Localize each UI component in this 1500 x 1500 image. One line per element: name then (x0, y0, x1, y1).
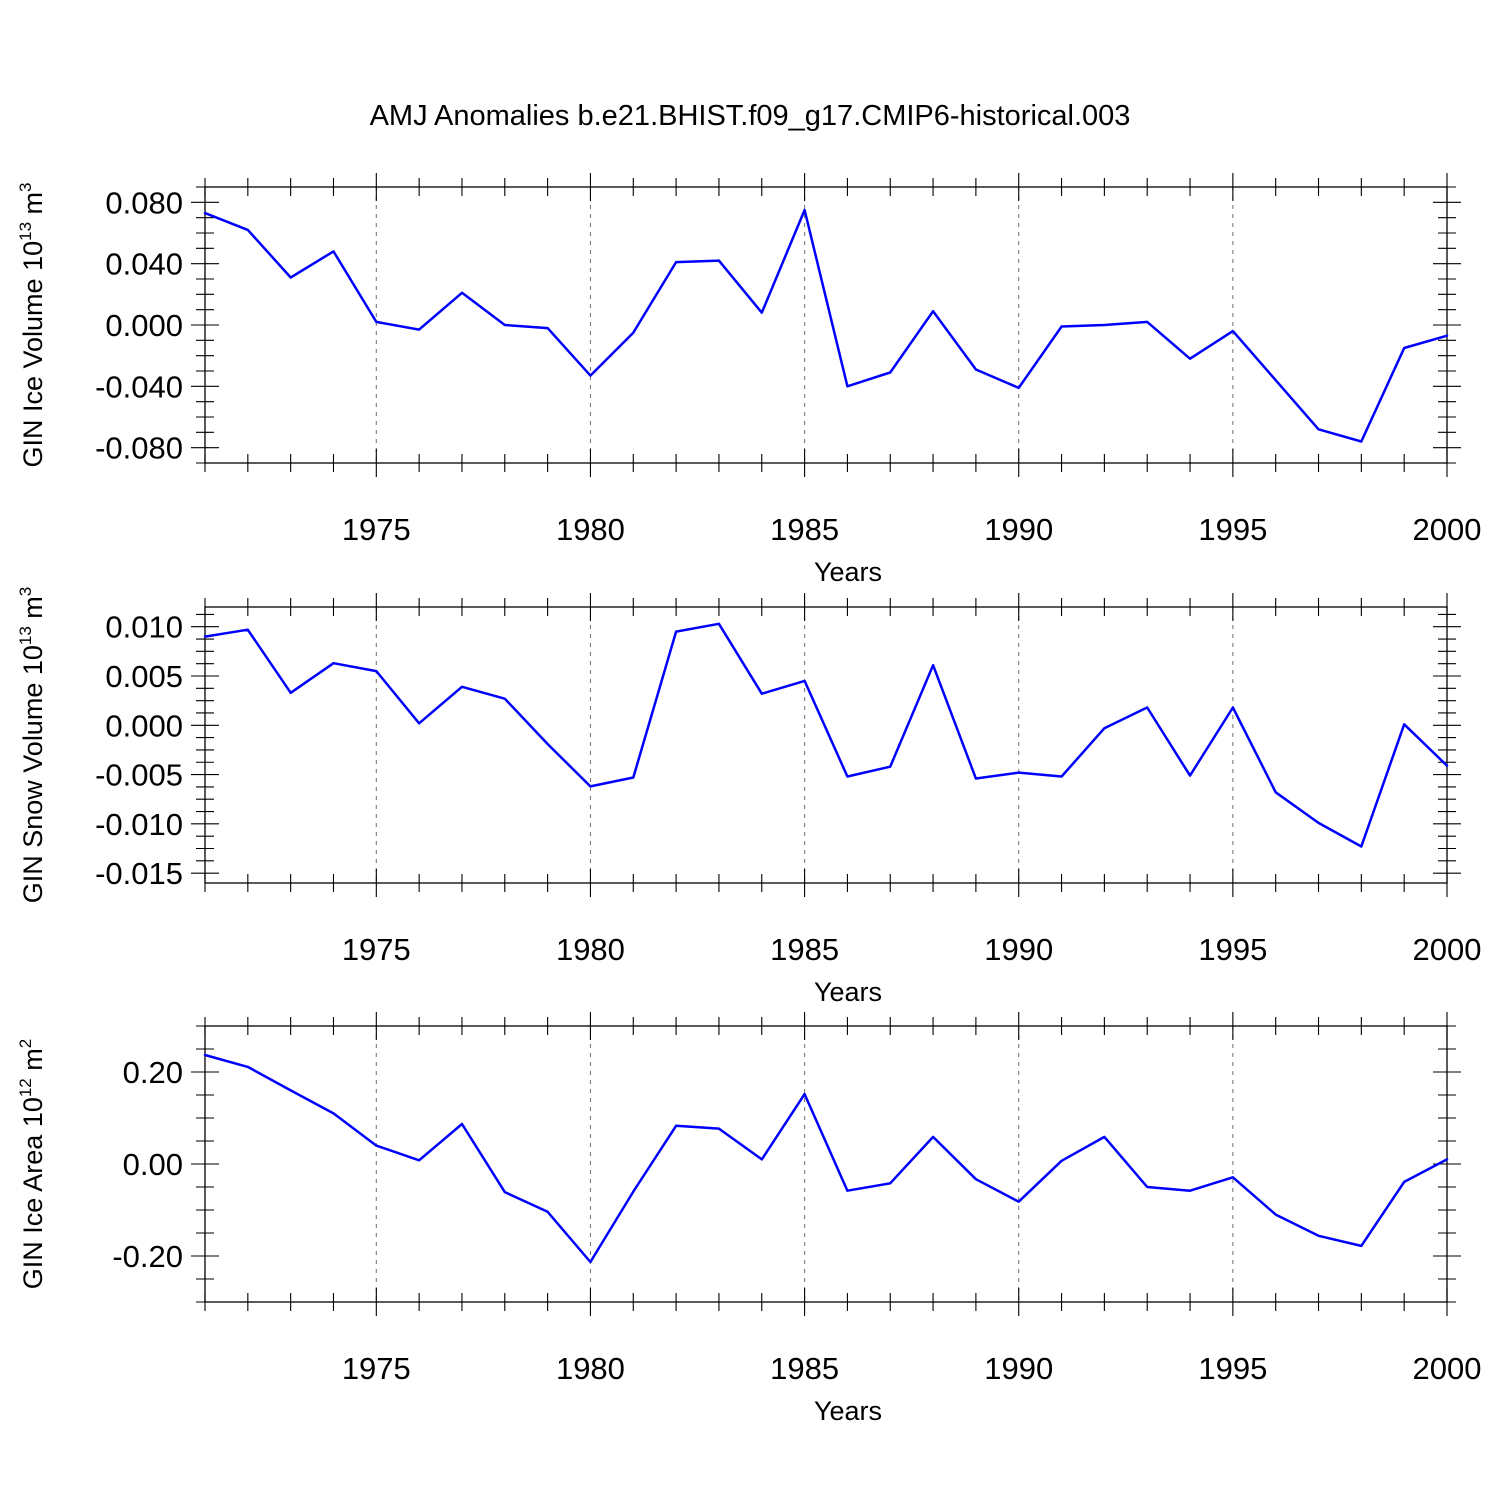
x-tick-label: 1995 (1198, 932, 1267, 967)
x-tick-label: 1995 (1198, 1351, 1267, 1386)
x-tick-label: 1980 (556, 512, 625, 547)
panel-ticks (191, 173, 1461, 477)
y-tick-label: -0.010 (95, 807, 183, 842)
plot-frame (204, 606, 1448, 884)
x-tick-label: 1975 (342, 512, 411, 547)
x-axis-label: Years (814, 977, 882, 1007)
y-tick-label: 0.20 (123, 1055, 183, 1090)
panel-ticks (191, 1012, 1461, 1316)
x-axis-label: Years (814, 1396, 882, 1426)
y-tick-label: -0.015 (95, 856, 183, 891)
x-tick-label: 2000 (1413, 1351, 1482, 1386)
series-line-ice-area (203, 1053, 1449, 1264)
x-tick-label: 1990 (984, 512, 1053, 547)
y-tick-label: 0.005 (105, 659, 183, 694)
y-tick-label: -0.20 (112, 1239, 183, 1274)
chart-title: AMJ Anomalies b.e21.BHIST.f09_g17.CMIP6-… (370, 100, 1131, 132)
panel-ticks (191, 593, 1461, 897)
x-tick-labels: 1975 1980 1985 1990 1995 2000 (342, 1351, 1482, 1386)
y-axis-label: GIN Ice Volume 1013 m3 (16, 182, 48, 467)
y-tick-label: 0.00 (123, 1147, 183, 1182)
y-axis-label: GIN Snow Volume 1013 m3 (16, 587, 48, 904)
plot-frame (204, 1025, 1448, 1303)
x-tick-labels: 1975 1980 1985 1990 1995 2000 (342, 932, 1482, 967)
plot-frame (204, 186, 1448, 464)
x-axis-label: Years (814, 557, 882, 587)
x-tick-label: 1985 (770, 1351, 839, 1386)
y-tick-label: -0.080 (95, 431, 183, 466)
y-tick-labels: 0.20 0.00 -0.20 (112, 1055, 183, 1274)
x-tick-label: 1975 (342, 932, 411, 967)
y-tick-label: 0.000 (105, 708, 183, 743)
x-tick-label: 1985 (770, 512, 839, 547)
y-tick-label: 0.040 (105, 247, 183, 282)
x-tick-label: 1980 (556, 932, 625, 967)
panel-ice-area: 0.20 0.00 -0.20 1975 1980 1985 1990 1995 2000 Y… (16, 1012, 1481, 1426)
x-tick-label: 1980 (556, 1351, 625, 1386)
x-tick-label: 1990 (984, 1351, 1053, 1386)
y-tick-label: 0.000 (105, 308, 183, 343)
y-tick-labels: 0.080 0.040 0.000 -0.040 -0.080 (95, 185, 183, 465)
series-line-ice-volume (203, 208, 1449, 443)
x-tick-label: 1990 (984, 932, 1053, 967)
x-tick-label: 2000 (1413, 932, 1482, 967)
y-axis-label: GIN Ice Area 1012 m2 (16, 1039, 48, 1290)
panel-gridlines (375, 187, 1234, 463)
panel-gridlines (375, 607, 1234, 883)
y-tick-label: 0.010 (105, 610, 183, 645)
y-tick-label: -0.005 (95, 758, 183, 793)
panel-gridlines (375, 1026, 1234, 1302)
y-tick-label: -0.040 (95, 369, 183, 404)
x-tick-label: 1985 (770, 932, 839, 967)
panel-ice-volume: 0.080 0.040 0.000 -0.040 -0.080 1975 1980 1985… (16, 173, 1481, 587)
x-tick-label: 1975 (342, 1351, 411, 1386)
x-tick-label: 1995 (1198, 512, 1267, 547)
series-line-snow-volume (203, 622, 1449, 848)
y-tick-label: 0.080 (105, 185, 183, 220)
x-tick-label: 2000 (1413, 512, 1482, 547)
y-tick-labels: 0.010 0.005 0.000 -0.005 -0.010 -0.015 (95, 610, 183, 891)
x-tick-labels: 1975 1980 1985 1990 1995 2000 (342, 512, 1482, 547)
